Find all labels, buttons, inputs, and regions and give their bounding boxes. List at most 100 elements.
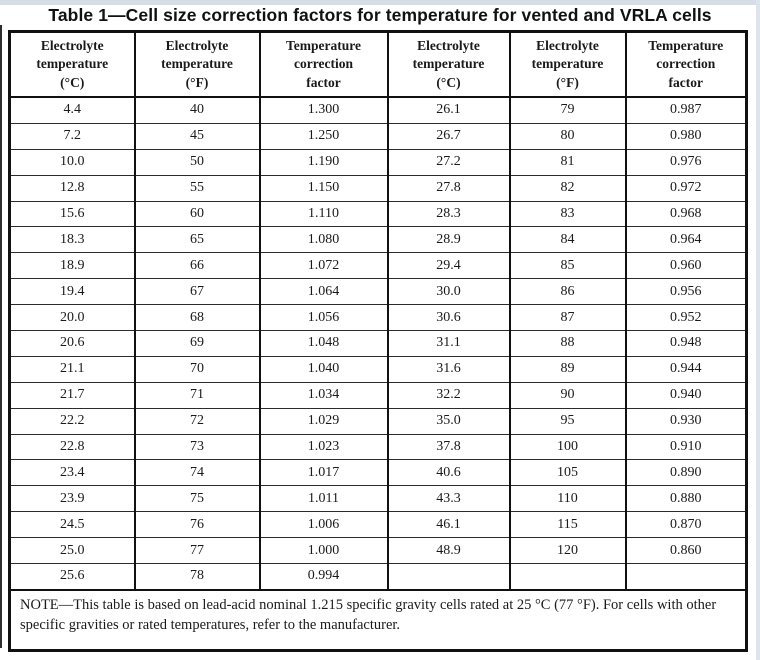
table-cell: 0.860: [624, 537, 748, 565]
scan-edge-top: [0, 0, 760, 5]
table-cell: 32.2: [386, 381, 511, 409]
table-cell: 31.1: [386, 330, 511, 357]
table-row: 4.4 40 1.300 26.1 79 0.987: [8, 96, 748, 124]
table-row: 18.9 66 1.072 29.4 85 0.960: [8, 252, 748, 280]
table-cell: 81: [508, 148, 627, 176]
table-cell: 0.994: [258, 563, 389, 591]
table-cell: 74: [133, 459, 261, 487]
table-cell: 85: [508, 252, 627, 280]
table-cell: 1.034: [258, 381, 389, 409]
table-cell: 35.0: [386, 407, 511, 435]
table-cell: 15.6: [8, 200, 136, 228]
table-cell: 24.5: [8, 511, 136, 539]
table-cell: 1.072: [258, 252, 389, 280]
table-cell: 12.8: [8, 174, 136, 202]
header-electrolyte-temp-c-right: Electrolyte temperature (°C): [386, 31, 511, 98]
table-cell: 46.1: [386, 511, 511, 539]
table-note: NOTE—This table is based on lead-acid no…: [8, 588, 748, 651]
table-cell: 1.110: [258, 200, 389, 228]
table-row: 23.9 75 1.011 43.3 110 0.880: [8, 485, 748, 513]
table-row: 15.6 60 1.110 28.3 83 0.968: [8, 200, 748, 228]
table-cell: 0.944: [624, 355, 748, 383]
table-cell: 27.8: [386, 174, 511, 202]
table-cell: 78: [133, 563, 261, 591]
table-cell: 115: [508, 511, 627, 539]
table-cell: 1.250: [258, 122, 389, 150]
table-cell: 26.7: [386, 122, 511, 150]
table-row: 12.8 55 1.150 27.8 82 0.972: [8, 174, 748, 202]
table-row: 20.0 68 1.056 30.6 87 0.952: [8, 304, 748, 332]
table-cell: 105: [508, 459, 627, 487]
table-row: 21.1 70 1.040 31.6 89 0.944: [8, 355, 748, 383]
table-cell: 0.972: [624, 174, 748, 202]
table-cell: 30.0: [386, 278, 511, 306]
table-cell: 1.040: [258, 355, 389, 383]
table-cell: 66: [133, 252, 261, 280]
table-cell: 73: [133, 433, 261, 461]
table-cell: 45: [133, 122, 261, 150]
scan-edge-left-line: [0, 25, 2, 648]
table-cell: 19.4: [8, 278, 136, 306]
table-cell: 60: [133, 200, 261, 228]
table-cell: 28.9: [386, 226, 511, 254]
table-cell: 0.980: [624, 122, 748, 150]
table-row: 23.4 74 1.017 40.6 105 0.890: [8, 459, 748, 487]
table-cell: 69: [133, 330, 261, 357]
table-cell: 0.880: [624, 485, 748, 513]
table-cell: 1.023: [258, 433, 389, 461]
table-row: 21.7 71 1.034 32.2 90 0.940: [8, 381, 748, 409]
table-cell: 86: [508, 278, 627, 306]
table-cell: 21.7: [8, 381, 136, 409]
table-cell: 0.890: [624, 459, 748, 487]
table-cell: 20.0: [8, 304, 136, 332]
table-cell: 31.6: [386, 355, 511, 383]
table-cell: 120: [508, 537, 627, 565]
table-cell: 68: [133, 304, 261, 332]
table-cell: 27.2: [386, 148, 511, 176]
table-cell: 1.006: [258, 511, 389, 539]
table-cell: 1.011: [258, 485, 389, 513]
table-cell: 22.8: [8, 433, 136, 461]
table-cell: 77: [133, 537, 261, 565]
table-cell: 1.190: [258, 148, 389, 176]
table-cell: 25.0: [8, 537, 136, 565]
table-cell: 0.910: [624, 433, 748, 461]
table-cell: 29.4: [386, 252, 511, 280]
table-cell: 0.870: [624, 511, 748, 539]
table-cell: 80: [508, 122, 627, 150]
table-title: Table 1—Cell size correction factors for…: [48, 5, 712, 25]
table-row: 25.6 78 0.994: [8, 563, 748, 591]
note-row: NOTE—This table is based on lead-acid no…: [8, 588, 748, 651]
table-cell: 20.6: [8, 330, 136, 357]
header-electrolyte-temp-f-right: Electrolyte temperature (°F): [508, 31, 627, 98]
table-cell: 0.968: [624, 200, 748, 228]
table-cell: 72: [133, 407, 261, 435]
table-cell: 18.3: [8, 226, 136, 254]
table-cell: 95: [508, 407, 627, 435]
table-cell: 37.8: [386, 433, 511, 461]
table-cell: 0.987: [624, 96, 748, 124]
table-cell: 40: [133, 96, 261, 124]
table-cell: 7.2: [8, 122, 136, 150]
table-cell: 0.930: [624, 407, 748, 435]
table-cell: [624, 563, 748, 591]
table-cell: 26.1: [386, 96, 511, 124]
table-cell: 110: [508, 485, 627, 513]
table-cell: 1.056: [258, 304, 389, 332]
table-cell: 1.017: [258, 459, 389, 487]
table-cell: 1.048: [258, 330, 389, 357]
table-cell: 75: [133, 485, 261, 513]
table-cell: 90: [508, 381, 627, 409]
table-cell: 79: [508, 96, 627, 124]
table-cell: 1.000: [258, 537, 389, 565]
table-cell: 40.6: [386, 459, 511, 487]
header-electrolyte-temp-f-left: Electrolyte temperature (°F): [133, 31, 261, 98]
table-cell: 18.9: [8, 252, 136, 280]
table-cell: 30.6: [386, 304, 511, 332]
table-cell: 65: [133, 226, 261, 254]
table-cell: 28.3: [386, 200, 511, 228]
table-cell: 55: [133, 174, 261, 202]
table-cell: 23.9: [8, 485, 136, 513]
correction-factor-table: Electrolyte temperature (°C) Electrolyte…: [8, 30, 748, 652]
table-cell: 70: [133, 355, 261, 383]
